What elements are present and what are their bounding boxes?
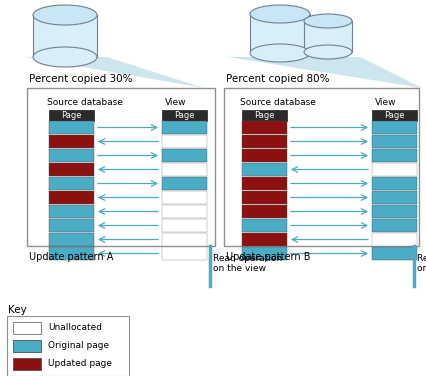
FancyBboxPatch shape — [242, 191, 286, 204]
Ellipse shape — [303, 14, 351, 28]
FancyBboxPatch shape — [242, 163, 286, 176]
Text: View: View — [164, 98, 186, 107]
FancyBboxPatch shape — [242, 205, 286, 218]
Text: Percent copied 30%: Percent copied 30% — [29, 74, 132, 84]
FancyBboxPatch shape — [49, 163, 94, 176]
FancyBboxPatch shape — [161, 121, 207, 134]
Text: Page: Page — [383, 111, 404, 120]
FancyBboxPatch shape — [49, 177, 94, 190]
FancyBboxPatch shape — [49, 110, 94, 121]
Text: View: View — [374, 98, 396, 107]
Ellipse shape — [303, 45, 351, 59]
FancyBboxPatch shape — [161, 233, 207, 246]
FancyBboxPatch shape — [161, 205, 207, 218]
Text: Update pattern A: Update pattern A — [29, 252, 113, 262]
Text: Key: Key — [8, 305, 27, 315]
FancyBboxPatch shape — [242, 135, 286, 148]
FancyBboxPatch shape — [371, 233, 416, 246]
FancyBboxPatch shape — [242, 149, 286, 162]
Text: Updated page: Updated page — [48, 359, 112, 368]
Ellipse shape — [249, 44, 309, 62]
FancyBboxPatch shape — [249, 14, 309, 53]
FancyBboxPatch shape — [161, 135, 207, 148]
FancyBboxPatch shape — [161, 163, 207, 176]
Polygon shape — [25, 57, 204, 88]
FancyBboxPatch shape — [161, 247, 207, 260]
FancyBboxPatch shape — [49, 135, 94, 148]
Text: Read operation
on the view: Read operation on the view — [213, 254, 282, 273]
FancyBboxPatch shape — [161, 149, 207, 162]
FancyBboxPatch shape — [161, 177, 207, 190]
FancyBboxPatch shape — [242, 219, 286, 232]
FancyBboxPatch shape — [49, 219, 94, 232]
FancyBboxPatch shape — [49, 149, 94, 162]
Polygon shape — [227, 57, 421, 88]
Text: Original page: Original page — [48, 341, 109, 350]
FancyBboxPatch shape — [13, 340, 41, 352]
Text: Source database: Source database — [47, 98, 123, 107]
FancyBboxPatch shape — [303, 21, 351, 52]
FancyBboxPatch shape — [242, 110, 286, 121]
Ellipse shape — [33, 47, 97, 67]
Text: Source database: Source database — [239, 98, 315, 107]
FancyBboxPatch shape — [161, 219, 207, 232]
FancyBboxPatch shape — [371, 219, 416, 232]
FancyBboxPatch shape — [161, 110, 207, 121]
FancyBboxPatch shape — [49, 205, 94, 218]
FancyBboxPatch shape — [371, 247, 416, 260]
FancyBboxPatch shape — [371, 149, 416, 162]
Text: Page: Page — [61, 111, 81, 120]
FancyBboxPatch shape — [371, 177, 416, 190]
FancyBboxPatch shape — [242, 121, 286, 134]
FancyBboxPatch shape — [242, 247, 286, 260]
Text: Read operation
on the view: Read operation on the view — [416, 254, 426, 273]
Text: Unallocated: Unallocated — [48, 323, 102, 332]
FancyBboxPatch shape — [242, 177, 286, 190]
Ellipse shape — [249, 5, 309, 23]
FancyBboxPatch shape — [242, 233, 286, 246]
FancyBboxPatch shape — [161, 191, 207, 204]
FancyBboxPatch shape — [371, 110, 416, 121]
FancyBboxPatch shape — [33, 15, 97, 57]
FancyBboxPatch shape — [49, 233, 94, 246]
FancyBboxPatch shape — [7, 316, 129, 376]
FancyBboxPatch shape — [371, 121, 416, 134]
FancyBboxPatch shape — [371, 191, 416, 204]
FancyBboxPatch shape — [49, 247, 94, 260]
Text: Update pattern B: Update pattern B — [225, 252, 310, 262]
FancyBboxPatch shape — [224, 88, 418, 246]
FancyBboxPatch shape — [13, 322, 41, 334]
Text: Percent copied 80%: Percent copied 80% — [225, 74, 329, 84]
FancyBboxPatch shape — [49, 121, 94, 134]
FancyBboxPatch shape — [49, 191, 94, 204]
Text: Page: Page — [253, 111, 274, 120]
FancyBboxPatch shape — [13, 358, 41, 370]
Ellipse shape — [33, 5, 97, 25]
FancyBboxPatch shape — [371, 135, 416, 148]
Text: Page: Page — [174, 111, 194, 120]
FancyBboxPatch shape — [371, 163, 416, 176]
FancyBboxPatch shape — [371, 205, 416, 218]
FancyBboxPatch shape — [27, 88, 215, 246]
